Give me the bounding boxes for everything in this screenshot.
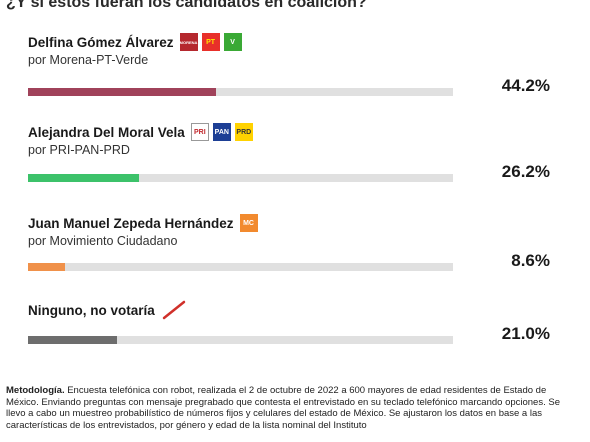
candidate-name: Juan Manuel Zepeda Hernández <box>28 215 234 231</box>
chart-title: ¿Y si estos fueran los candidatos en coa… <box>6 0 367 11</box>
verde-logo-icon: V <box>223 33 242 51</box>
pri-logo-icon: PRI <box>190 123 209 141</box>
candidate-block: Juan Manuel Zepeda Hernández MC por Movimi… <box>28 213 558 271</box>
candidate-name-row: Ninguno, no votaría <box>28 300 558 320</box>
bar-fill <box>28 336 118 344</box>
bar-fill <box>28 88 216 96</box>
logo-text: PRI <box>193 128 206 136</box>
bar-track <box>28 336 453 344</box>
crossed-ballot-icon <box>161 300 187 320</box>
value-label: 21.0% <box>501 324 550 343</box>
logo-text: PT <box>206 38 216 46</box>
candidate-name: Alejandra Del Moral Vela <box>28 124 185 140</box>
logo-text: PRD <box>236 128 252 136</box>
candidate-name-row: Alejandra Del Moral Vela PRI PAN PRD <box>28 122 558 142</box>
methodology-text: Encuesta telefónica con robot, realizada… <box>6 385 560 431</box>
value-label: 26.2% <box>501 162 550 181</box>
logo-text: PAN <box>214 128 229 136</box>
candidate-name: Delfina Gómez Álvarez <box>28 34 174 50</box>
logo-text: V <box>230 38 235 46</box>
bar-fill <box>28 263 65 271</box>
candidate-party: por Morena-PT-Verde <box>28 53 149 67</box>
logo-text: MORENA <box>179 39 198 45</box>
party-logos: MC <box>239 214 258 232</box>
candidate-name: Ninguno, no votaría <box>28 302 155 318</box>
value-label: 8.6% <box>511 251 550 270</box>
candidate-block: Alejandra Del Moral Vela PRI PAN PRD por PRI… <box>28 122 558 182</box>
candidate-party: por PRI-PAN-PRD <box>28 143 130 157</box>
bar-track <box>28 263 453 271</box>
pan-logo-icon: PAN <box>212 123 231 141</box>
candidate-name-row: Juan Manuel Zepeda Hernández MC <box>28 213 558 233</box>
prd-logo-icon: PRD <box>234 123 253 141</box>
party-logos: MORENA PT V <box>179 33 242 51</box>
bar-track <box>28 88 453 96</box>
methodology-note: Metodología. Encuesta telefónica con rob… <box>6 385 576 431</box>
morena-logo-icon: MORENA <box>179 33 198 51</box>
mc-logo-icon: MC <box>239 214 258 232</box>
pt-logo-icon: PT <box>201 33 220 51</box>
candidate-name-row: Delfina Gómez Álvarez MORENA PT V <box>28 32 558 52</box>
bar-track <box>28 174 453 182</box>
party-logos: PRI PAN PRD <box>190 123 253 141</box>
methodology-label: Metodología. <box>6 385 65 396</box>
bar-fill <box>28 174 140 182</box>
logo-text: MC <box>243 219 254 227</box>
candidate-party: por Movimiento Ciudadano <box>28 234 178 248</box>
value-label: 44.2% <box>501 76 550 95</box>
candidate-block: Ninguno, no votaría 21.0% <box>28 300 558 344</box>
party-logos <box>161 300 187 320</box>
